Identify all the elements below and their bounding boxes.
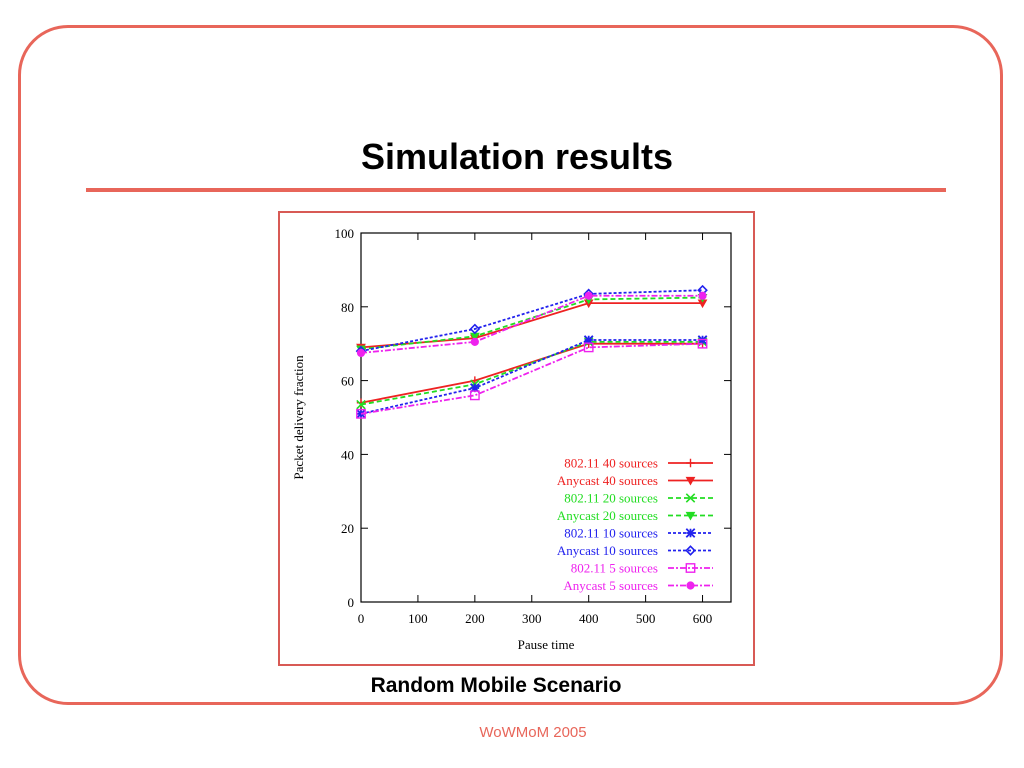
legend-label-4: Anycast 20 sources (557, 508, 658, 523)
legend-label-7: 802.11 5 sources (571, 561, 658, 576)
data-point-series-7 (697, 338, 708, 349)
legend-marker-6 (685, 545, 696, 556)
legend-marker-8 (686, 581, 695, 590)
legend-label-3: 802.11 20 sources (564, 491, 658, 506)
slide-title: Simulation results (360, 136, 674, 177)
legend-label-8: Anycast 5 sources (563, 578, 658, 593)
y-axis-label: Packet delivery fraction (291, 355, 306, 480)
legend-label-5: 802.11 10 sources (564, 526, 658, 541)
chart-panel: 0 20 40 60 80 100 0 100 200 300 400 500 600 Pause tim… (278, 211, 755, 666)
x-tick-label: 0 (358, 611, 365, 626)
footer-text: WoWMoM 2005 (479, 724, 587, 741)
legend-marker-1 (686, 458, 695, 468)
data-point-series-8 (470, 337, 479, 346)
data-point-series-5 (583, 335, 594, 345)
y-tick-label: 100 (335, 226, 355, 241)
legend-marker-3 (685, 493, 696, 503)
data-point-series-8 (356, 348, 366, 358)
x-tick-label: 600 (693, 611, 713, 626)
plot-frame (360, 232, 732, 603)
series-line-4 (360, 296, 703, 351)
legend-label-2: Anycast 40 sources (557, 473, 658, 488)
y-tick-label: 0 (348, 595, 355, 610)
title-rule (86, 188, 946, 192)
series-line-5 (360, 339, 703, 415)
data-point-series-7 (356, 408, 366, 419)
x-tick-label: 400 (579, 611, 599, 626)
legend-marker-7 (685, 563, 696, 573)
legend-marker-4 (685, 511, 696, 521)
series-line-8 (360, 294, 703, 354)
legend-marker-2 (685, 476, 696, 486)
y-tick-label: 20 (341, 521, 354, 536)
data-point-series-5 (470, 383, 480, 393)
series-line-7 (360, 342, 703, 415)
x-tick-label: 100 (408, 611, 428, 626)
data-point-series-8 (584, 291, 593, 300)
x-tick-label: 300 (522, 611, 542, 626)
data-point-series-3 (356, 399, 366, 410)
series-line-1 (360, 342, 703, 404)
data-point-series-8 (698, 291, 707, 300)
data-point-series-7 (469, 390, 480, 401)
y-tick-label: 60 (341, 374, 354, 389)
chart-caption: Random Mobile Scenario (370, 674, 622, 697)
series-line-6 (360, 289, 703, 352)
y-tick-label: 40 (341, 447, 354, 462)
legend-label-6: Anycast 10 sources (557, 543, 658, 558)
y-tick-label: 80 (341, 300, 354, 315)
series-line-3 (360, 340, 703, 406)
legend-marker-5 (685, 528, 696, 538)
x-tick-label: 500 (636, 611, 656, 626)
line-chart: 0 20 40 60 80 100 0 100 200 300 400 500 600 Pause tim… (291, 226, 732, 652)
data-point-series-7 (583, 342, 594, 353)
x-axis-label: Pause time (518, 637, 575, 652)
x-tick-label: 200 (465, 611, 485, 626)
slide-frame (18, 25, 1003, 705)
legend-label-1: 802.11 40 sources (564, 456, 658, 471)
data-point-series-6 (469, 323, 481, 335)
